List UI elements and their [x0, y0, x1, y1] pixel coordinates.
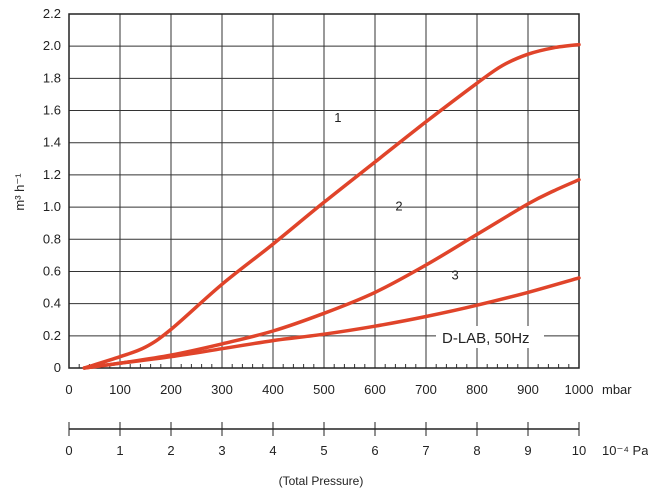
- x-tick-label: 800: [466, 382, 488, 397]
- y-tick-label: 0: [54, 360, 61, 375]
- secondary-tick-label: 9: [524, 443, 531, 458]
- curve-label-1: 1: [334, 110, 341, 125]
- y-tick-label: 1.0: [43, 199, 61, 214]
- annotation-text: D-LAB, 50Hz: [442, 330, 530, 347]
- x-tick-label: 400: [262, 382, 284, 397]
- x-axis-unit: mbar: [602, 382, 632, 397]
- x-tick-label: 700: [415, 382, 437, 397]
- grid: [68, 13, 580, 369]
- x-tick-label: 200: [160, 382, 182, 397]
- secondary-axis-caption: (Total Pressure): [279, 474, 364, 488]
- secondary-axis: 0 1 2 3 4 5 6 7 8 9 10: [65, 422, 586, 458]
- curve-label-3: 3: [452, 268, 459, 283]
- secondary-tick-label: 5: [320, 443, 327, 458]
- secondary-tick-label: 8: [473, 443, 480, 458]
- curve-1: [82, 42, 581, 370]
- annotation-background: [436, 326, 544, 348]
- y-axis-label: m³ h⁻¹: [12, 173, 27, 211]
- y-tick-label: 0.8: [43, 231, 61, 246]
- x-tick-label: 900: [517, 382, 539, 397]
- x-tick-label: 500: [313, 382, 335, 397]
- secondary-tick-label: 2: [167, 443, 174, 458]
- y-tick-label: 1.8: [43, 70, 61, 85]
- secondary-tick-label: 3: [218, 443, 225, 458]
- secondary-tick-label: 10: [572, 443, 586, 458]
- curve-label-2: 2: [395, 198, 402, 213]
- secondary-axis-unit: 10⁻⁴ Pa: [602, 443, 648, 458]
- secondary-tick-label: 0: [65, 443, 72, 458]
- x-tick-label: 1000: [565, 382, 594, 397]
- y-tick-label: 0.6: [43, 263, 61, 278]
- y-tick-label: 1.6: [43, 103, 61, 118]
- y-axis-ticks: 0 0.2 0.4 0.6 0.8 1.0 1.2 1.4 1.6 1.8 2.0 2.2: [43, 6, 61, 375]
- curve-labels: 1 2 3: [334, 110, 459, 283]
- curves: [82, 42, 581, 370]
- curve-3: [82, 276, 581, 370]
- y-tick-label: 1.2: [43, 167, 61, 182]
- secondary-tick-label: 6: [371, 443, 378, 458]
- x-tick-label: 100: [109, 382, 131, 397]
- x-axis-ticks: 0 100 200 300 400 500 600 700 800 900 1000: [65, 382, 593, 397]
- x-tick-label: 0: [65, 382, 72, 397]
- secondary-tick-label: 7: [422, 443, 429, 458]
- y-tick-label: 2.2: [43, 6, 61, 21]
- secondary-tick-label: 4: [269, 443, 276, 458]
- y-tick-label: 0.4: [43, 296, 61, 311]
- y-tick-label: 0.2: [43, 328, 61, 343]
- secondary-tick-label: 1: [116, 443, 123, 458]
- x-tick-label: 600: [364, 382, 386, 397]
- plot-frame: [68, 13, 580, 369]
- y-tick-label: 1.4: [43, 135, 61, 150]
- x-tick-label: 300: [211, 382, 233, 397]
- y-tick-label: 2.0: [43, 38, 61, 53]
